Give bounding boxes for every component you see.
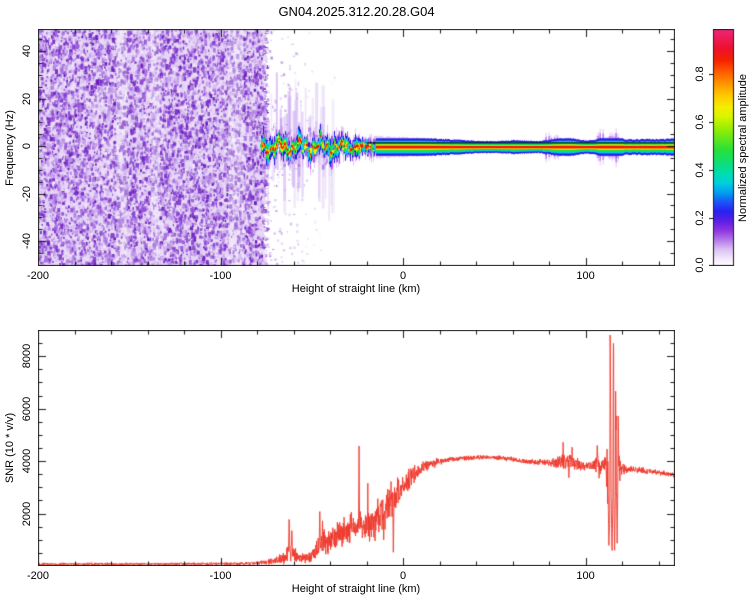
bottom-xaxis-label: Height of straight line (km) xyxy=(291,583,421,595)
snr-canvas xyxy=(38,330,675,566)
bottom-x-tick-label: 0 xyxy=(399,570,407,582)
figure-title: GN04.2025.312.20.28.G04 xyxy=(278,4,435,19)
top-xaxis-label: Height of straight line (km) xyxy=(291,283,421,295)
bottom-y-tick-label: 8000 xyxy=(21,343,33,369)
colorbar-canvas xyxy=(709,29,735,266)
top-x-tick-label: -200 xyxy=(26,270,50,282)
bottom-x-tick-label: -200 xyxy=(26,570,50,582)
top-x-tick-label: 0 xyxy=(399,270,407,282)
bottom-y-tick-label: 2000 xyxy=(21,501,33,526)
top-y-tick-label: 20 xyxy=(21,92,33,105)
top-yaxis-label: Frequency (Hz) xyxy=(4,110,16,186)
top-y-tick-label: 40 xyxy=(21,44,33,58)
top-y-tick-label: -40 xyxy=(21,233,33,249)
top-y-tick-label: -20 xyxy=(21,185,33,202)
colorbar-tick-label: 0.4 xyxy=(694,162,706,178)
colorbar-tick-label: 0.2 xyxy=(694,210,706,226)
top-x-tick-label: -100 xyxy=(209,270,232,282)
colorbar-tick-label: 0.6 xyxy=(694,114,706,131)
bottom-yaxis-label: SNR (10 * v/v) xyxy=(4,412,16,484)
colorbar-label: Normalized spectral amplitude xyxy=(737,74,749,222)
spectrogram-canvas xyxy=(38,29,675,266)
bottom-x-tick-label: 100 xyxy=(576,570,595,582)
bottom-y-tick-label: 4000 xyxy=(21,448,33,474)
bottom-x-tick-label: -100 xyxy=(209,570,232,582)
bottom-y-tick-label: 6000 xyxy=(21,396,33,421)
colorbar-tick-label: 0.8 xyxy=(694,66,706,83)
top-y-tick-label: 0 xyxy=(21,142,33,150)
colorbar-tick-label: 0.0 xyxy=(694,257,706,273)
top-x-tick-label: 100 xyxy=(576,270,595,282)
